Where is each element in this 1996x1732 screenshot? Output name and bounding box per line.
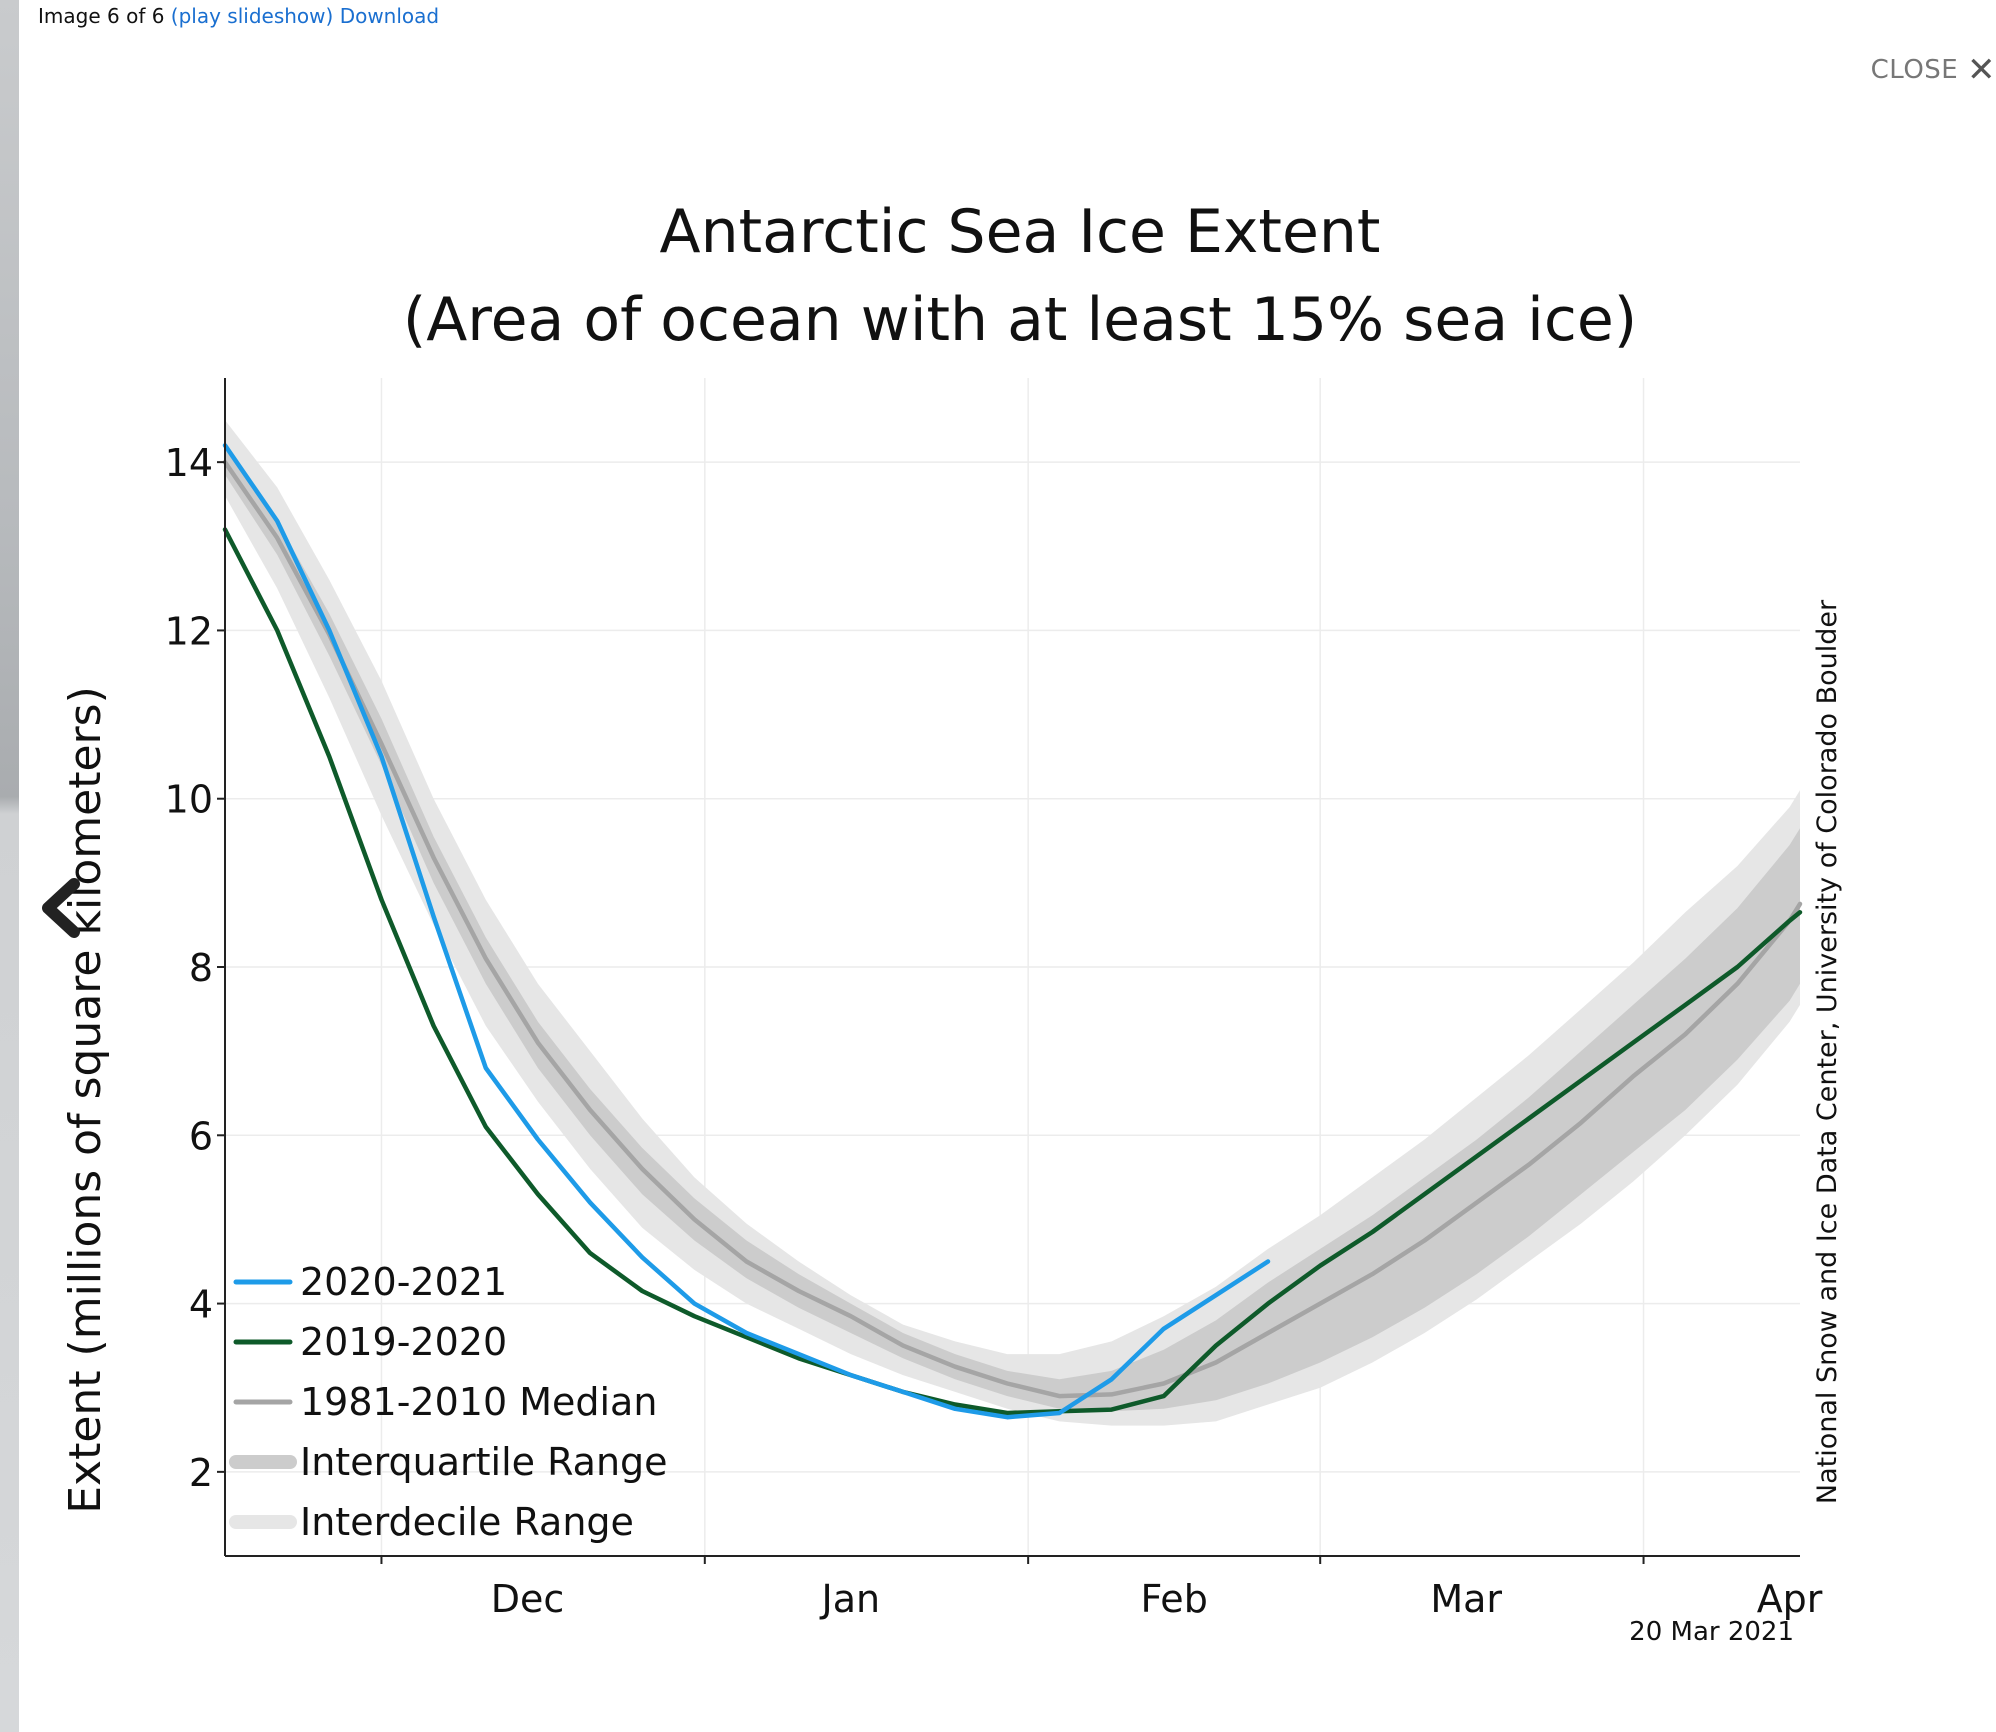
chart-subtitle: (Area of ocean with at least 15% sea ice… <box>403 285 1637 355</box>
y-tick-label: 8 <box>189 946 213 990</box>
side-credit: National Snow and Ice Data Center, Unive… <box>1812 599 1843 1504</box>
legend-item-interquartile-label: Interquartile Range <box>300 1440 668 1484</box>
range-bands <box>225 420 1800 1426</box>
interdecile-band <box>225 420 1800 1426</box>
legend-item-2019-2020-label: 2019-2020 <box>300 1320 507 1364</box>
y-tick-label: 12 <box>165 609 213 653</box>
x-tick-label: Feb <box>1141 1577 1208 1621</box>
y-tick-label: 14 <box>165 441 213 485</box>
chevron-left-icon[interactable] <box>38 878 82 938</box>
close-label: CLOSE <box>1870 55 1959 85</box>
image-counter: Image 6 of 6 <box>38 4 165 28</box>
series-lines <box>222 443 1803 1420</box>
close-icon: ✕ <box>1967 50 1996 90</box>
legend-item-median-label: 1981-2010 Median <box>300 1380 657 1424</box>
download-link[interactable]: Download <box>339 4 440 28</box>
y-axis-label: Extent (millions of square kilometers) <box>60 686 111 1514</box>
axes: 2 4 6 8 10 12 14 Dec Jan Feb Mar Apr <box>165 378 1823 1621</box>
series-2019-2020-line <box>222 527 1803 1416</box>
y-tick-label: 2 <box>189 1451 213 1495</box>
median-line <box>222 459 1803 1399</box>
legend-item-interdecile-label: Interdecile Range <box>300 1500 634 1544</box>
date-stamp: 20 Mar 2021 <box>1629 1617 1794 1647</box>
x-tick-label: Mar <box>1430 1577 1502 1621</box>
play-slideshow-link[interactable]: (play slideshow) <box>170 4 334 28</box>
grid-layer <box>225 378 1800 1556</box>
background-page-strip <box>0 0 19 1732</box>
legend: 2020-2021 2019-2020 1981-2010 Median Interq… <box>229 1260 668 1544</box>
series-2020-2021-line <box>222 443 1271 1420</box>
y-tick-label: 10 <box>165 778 213 822</box>
chart-title: Antarctic Sea Ice Extent <box>660 197 1381 267</box>
x-tick-label: Apr <box>1757 1577 1823 1621</box>
legend-item-2020-2021-label: 2020-2021 <box>300 1260 507 1304</box>
x-tick-label: Jan <box>820 1577 881 1621</box>
close-button[interactable]: CLOSE ✕ <box>1871 50 1996 90</box>
image-nav-bar: Image 6 of 6 (play slideshow) Download <box>38 4 439 28</box>
y-tick-label: 6 <box>189 1114 213 1158</box>
y-tick-label: 4 <box>189 1283 213 1327</box>
x-tick-label: Dec <box>491 1577 565 1621</box>
